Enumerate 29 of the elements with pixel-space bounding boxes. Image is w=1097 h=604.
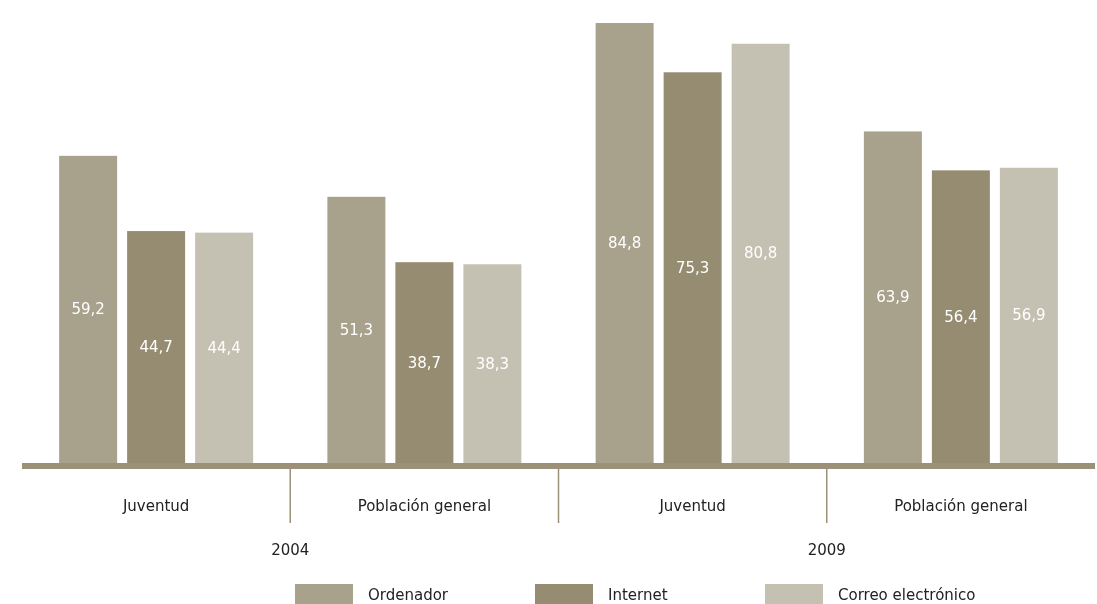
bar	[999, 167, 1058, 463]
data-label: 84,8	[607, 234, 642, 252]
bar	[863, 131, 922, 463]
data-label: 75,3	[675, 258, 710, 277]
x-tick-label: Juventud	[658, 497, 726, 515]
bar	[595, 23, 654, 463]
x-tick-label: Población general	[894, 497, 1028, 515]
data-label: 51,3	[339, 320, 374, 339]
bar	[731, 43, 790, 463]
x-tick-label: Juventud	[121, 497, 190, 515]
data-label: 63,9	[876, 288, 910, 307]
data-label: 56,4	[944, 307, 978, 326]
bar	[463, 264, 522, 463]
data-label: 56,9	[1012, 306, 1046, 325]
text: 2004	[271, 541, 310, 559]
bar	[195, 232, 254, 463]
x-tick-label: Población general	[357, 497, 492, 515]
bar	[59, 155, 118, 463]
data-label: 38,7	[407, 353, 442, 372]
data-label: 80,8	[743, 244, 778, 263]
data-label: 44,4	[207, 338, 241, 357]
text: 2009	[807, 541, 846, 559]
data-label: 38,3	[475, 354, 510, 373]
bar	[327, 196, 386, 463]
data-label: 44,7	[139, 338, 173, 357]
legend-label: Ordenador	[368, 586, 449, 604]
data-label: 59,2	[71, 300, 105, 319]
legend-label: Correo electrónico	[838, 586, 976, 604]
legend-label: Internet	[608, 586, 668, 604]
